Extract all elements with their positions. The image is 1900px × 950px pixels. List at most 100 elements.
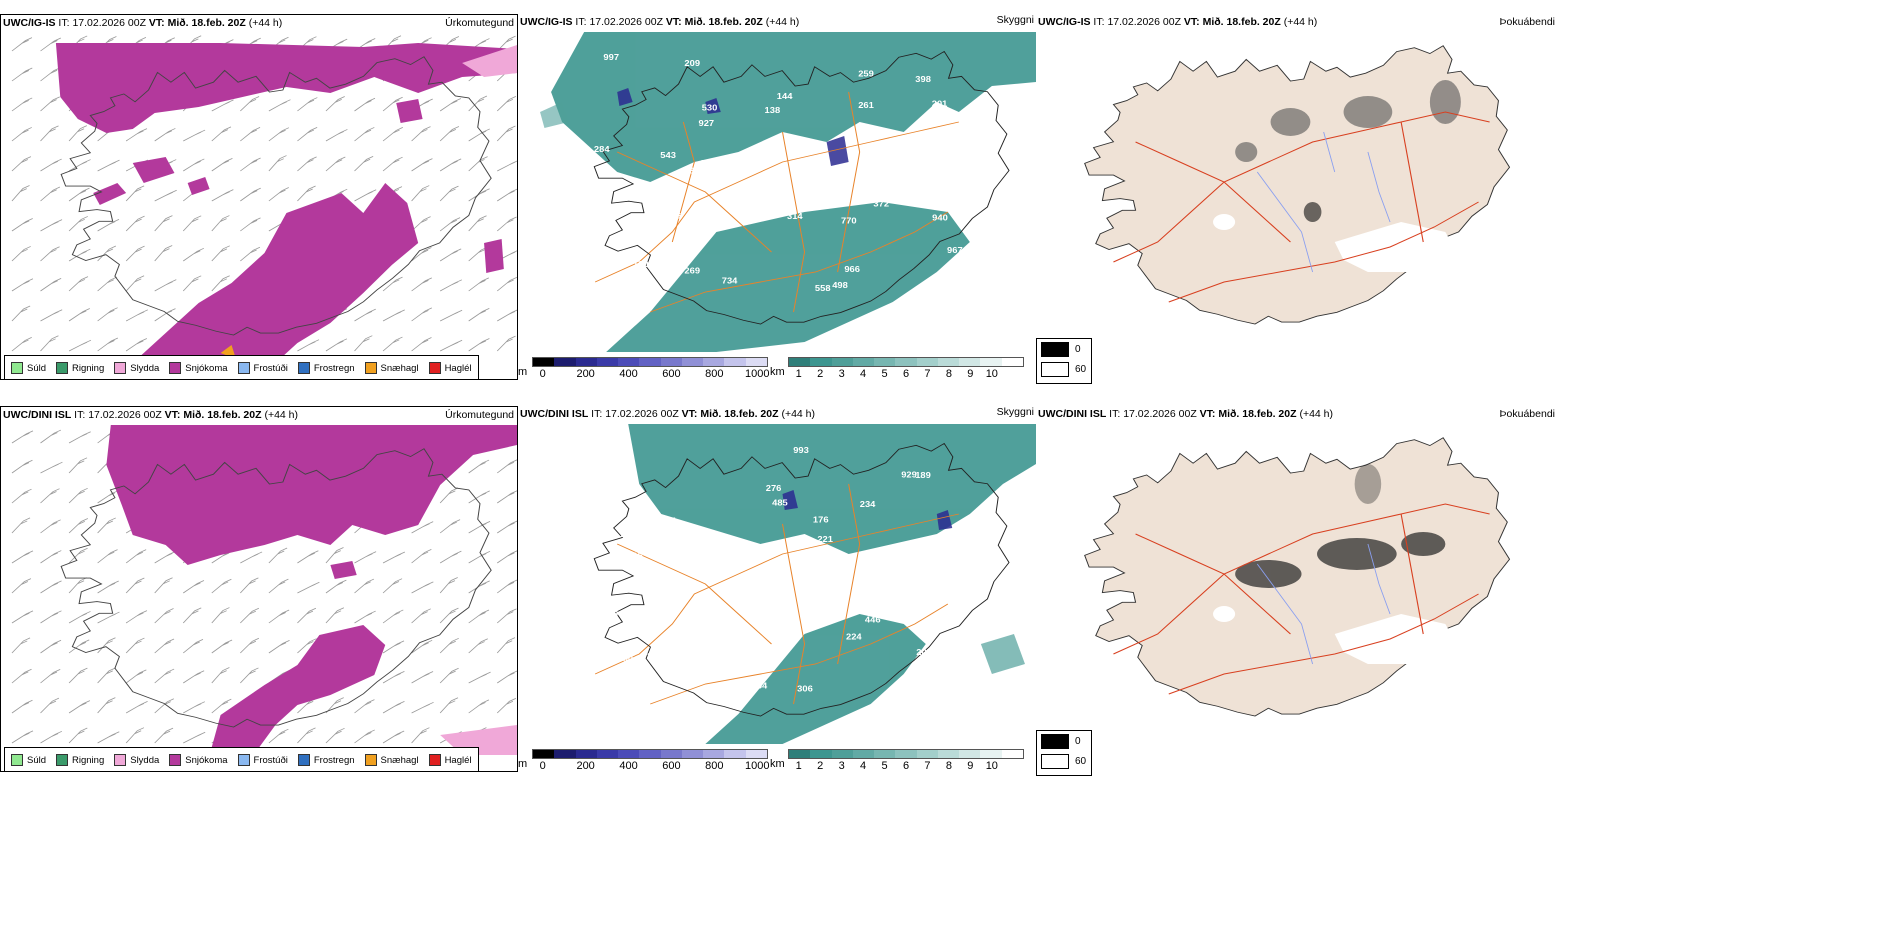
cloud-base-label: 986 [585,253,601,263]
legend-swatch [114,362,127,374]
colorbar-tick-label: 1 [795,368,802,380]
cloud-base-label: 446 [865,615,881,625]
run-header: UWC/IG-IS IT: 17.02.2026 00Z VT: Mið. 18… [520,16,800,28]
panel-title: Úrkomutegund [445,17,514,29]
cloud-base-label: 298 [903,196,919,206]
legend-swatch [169,362,182,374]
cloud-base-label: 966 [844,265,860,275]
run-header: UWC/IG-IS IT: 17.02.2026 00Z VT: Mið. 18… [1038,16,1318,28]
cloud-base-label: 246 [808,611,824,621]
cloud-base-label: 314 [787,211,803,221]
colorbar-step [874,358,896,366]
precip-panel-bottom: UWC/DINI ISL IT: 17.02.2026 00Z VT: Mið.… [0,406,518,772]
fog-swatch-60 [1041,361,1069,377]
legend-label: Slydda [130,754,160,766]
colorbar-tick-label: 5 [881,760,888,772]
cloud-base-label: 734 [722,276,738,286]
colorbar-tick-label: 5 [881,368,888,380]
legend-item: Haglél [428,362,472,374]
cloud-base-label: 229 [825,189,841,199]
visibility-panel-bottom: UWC/DINI ISL IT: 17.02.2026 00Z VT: Mið.… [518,406,1036,772]
legend-label: Rigning [72,362,105,374]
cloud-base-label: 530 [702,103,718,113]
colorbar-tick-label: 10 [985,760,998,772]
cloud-base-label: 261 [858,101,874,111]
precip-map [11,425,517,755]
legend-label: Súld [27,362,47,374]
legend-swatch [114,754,127,766]
colorbar-step [852,358,875,366]
colorbar-step [596,358,619,366]
legend-swatch [11,362,23,374]
legend-swatch [428,362,441,374]
cloud-base-label: 268 [744,643,760,653]
colorbar-step [681,750,704,758]
snow-area [106,425,517,755]
panel-title: Þokuábendi [1499,408,1555,420]
colorbar-tick-label: 9 [967,760,974,772]
legend-item: Frostúði [237,362,288,374]
legend-item: Rigning [56,362,104,374]
cloud-base-label: 221 [817,535,833,545]
legend-swatch [237,362,250,374]
colorbar-tick-label: 1000 [745,368,770,380]
rivers [1256,131,1391,273]
cloud-base-label: 967 [947,245,963,255]
cloud-base-label: 997 [603,52,619,62]
colorbar-step [745,750,767,758]
colorbar-step [831,358,853,366]
colorbar-tick-label: 800 [705,760,724,772]
visibility-map: 993 929 303 189 485 276 176 234 341 147 304 221 435 3… [593,424,1036,744]
fog-map [1084,45,1511,325]
roads [1113,111,1490,303]
colorbar-step [533,358,555,366]
legend-label: Snjókoma [185,362,228,374]
cloud-base-label: 284 [594,145,610,155]
colorbar-step [852,750,875,758]
colorbar-tick-label: 600 [662,760,681,772]
colorbar-tick-label: 2 [817,368,824,380]
colorbar-step [639,358,661,366]
colorbar-tick-label: 7 [924,760,931,772]
cloud-base-label: 339 [647,651,663,661]
legend-label: Slydda [130,362,160,374]
legend-swatch [56,362,69,374]
cloud-base-label: 337 [700,158,716,168]
snow-area [55,43,517,363]
legend-label: Frostregn [313,754,355,766]
colorbar-step [1001,358,1023,366]
cloud-base-label: 435 [862,554,878,564]
colorbar-step [745,358,767,366]
cloud-base-label: 304 [900,544,916,554]
cloud-base-label: 661 [969,125,985,135]
precip-legend: Súld Rigning Slydda Snjókoma Frostúði Frostre… [4,747,479,771]
colorbar-step [554,750,576,758]
cloud-base-colorbar: m 0 200 400 600 800 1000 [518,357,770,380]
colorbar-tick-label: 3 [838,368,845,380]
colorbar-tick-label: 2 [817,760,824,772]
fog-legend-bottom: 0 60 [1036,730,1092,776]
legend-label: Frostúði [253,754,288,766]
panel-title: Úrkomutegund [445,409,514,421]
cloud-base-label: 296 [970,580,986,590]
colorbar-tick-label: 10 [985,368,998,380]
cloud-base-label: 220 [854,601,870,611]
legend-label: Rigning [72,754,105,766]
cloud-base-label: 234 [860,499,876,509]
legend-label: Frostúði [253,362,288,374]
legend-item: Frostregn [297,362,355,374]
colorbar-tick-label: 0 [539,368,546,380]
panel-title: Skyggni [996,14,1034,26]
cloud-base-label: 315 [627,551,643,561]
colorbar-step [959,750,981,758]
cloud-base-label: 664 [752,681,768,691]
cloud-base-label: 306 [797,684,813,694]
cloud-base-label: 147 [619,529,635,539]
legend-item: Snjókoma [169,362,228,374]
cloud-base-label: 210 [927,184,943,194]
roads [594,91,959,313]
cloud-base-label: 337 [684,166,700,176]
legend-swatch [364,362,377,374]
colorbar-tick-label: 0 [539,760,546,772]
